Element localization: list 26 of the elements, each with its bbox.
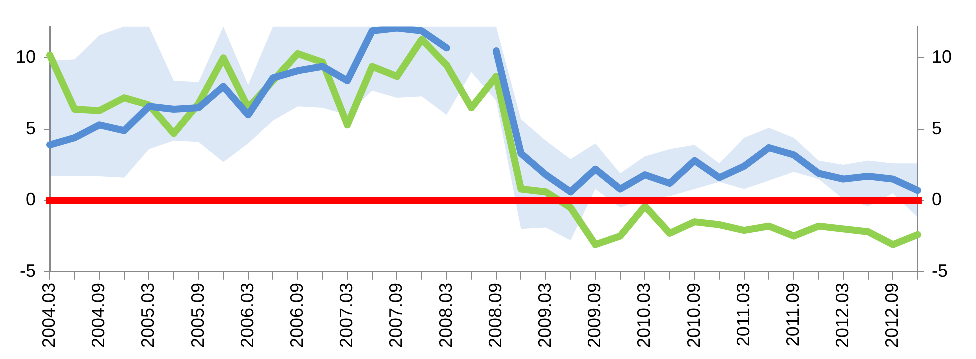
x-tick-label: 2010.03 — [634, 282, 654, 348]
x-tick-label: 2006.03 — [237, 282, 258, 348]
x-tick-label: 2007.03 — [336, 282, 357, 348]
x-tick-label: 2011.09 — [782, 282, 803, 347]
y2-tick-label: -5 — [932, 260, 948, 281]
x-tick-label: 2005.03 — [138, 282, 158, 348]
x-tick-label: 2010.09 — [684, 282, 704, 348]
x-tick-label: 2005.09 — [188, 282, 208, 348]
x-tick-label: 2007.09 — [386, 282, 406, 348]
x-tick-label: 2012.09 — [882, 282, 902, 348]
x-tick-label: 2008.09 — [485, 282, 506, 348]
y2-tick-label: 5 — [932, 118, 942, 138]
y-tick-label: 5 — [26, 118, 36, 138]
y-tick-label: -5 — [20, 260, 36, 281]
x-tick-label: 2008.03 — [436, 282, 456, 348]
y-tick-label: 0 — [26, 190, 36, 210]
x-tick-label: 2009.03 — [534, 282, 555, 348]
x-tick-label: 2011.03 — [733, 282, 754, 347]
x-tick-label: 2009.09 — [584, 282, 605, 348]
y-tick-label: 10 — [16, 47, 36, 68]
x-tick-label: 2006.09 — [286, 282, 307, 348]
x-tick-label: 2004.03 — [38, 282, 59, 348]
x-tick-label: 2012.03 — [832, 282, 853, 348]
x-tick-label: 2004.09 — [88, 282, 109, 348]
y2-tick-label: 0 — [932, 190, 942, 210]
y2-tick-label: 10 — [932, 47, 952, 68]
